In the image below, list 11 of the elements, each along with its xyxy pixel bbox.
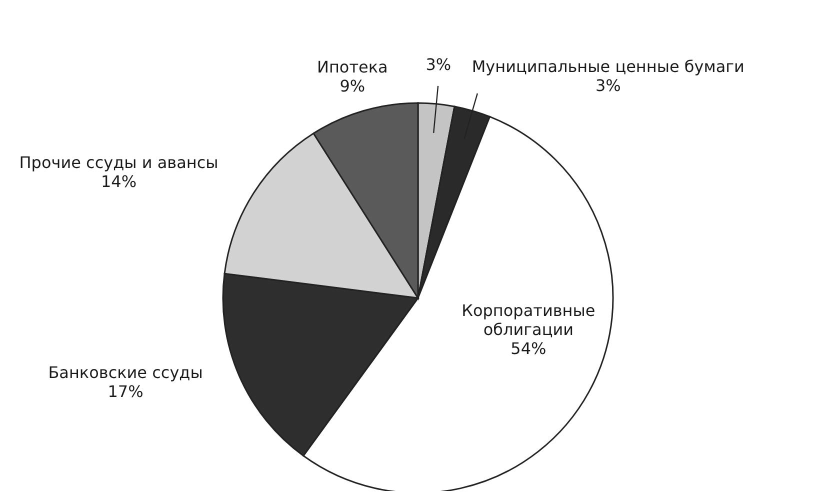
slice-label: Ипотека <box>317 57 388 76</box>
data-label: 17% <box>108 382 144 401</box>
data-label: 54% <box>510 339 546 358</box>
data-label: 14% <box>101 172 137 192</box>
data-label: 3% <box>426 54 452 74</box>
slice-label: Прочие ссуды и авансы <box>19 152 218 172</box>
data-label: 9% <box>340 76 366 96</box>
data-label: 3% <box>595 76 621 96</box>
slice-label: Банковские ссуды <box>48 362 203 382</box>
slice-label: Муниципальные ценные бумаги <box>472 57 744 76</box>
slice-label: Корпоративные облигации <box>462 300 596 339</box>
